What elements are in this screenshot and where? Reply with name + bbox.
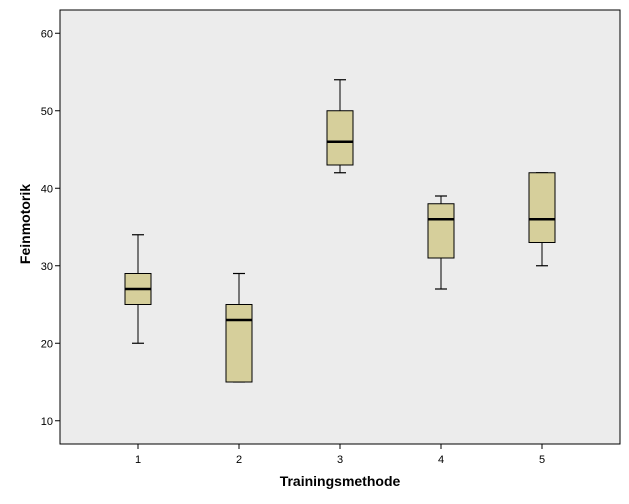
y-tick-label: 10 <box>41 416 53 428</box>
y-tick-label: 30 <box>41 261 53 273</box>
box-5 <box>528 172 556 267</box>
y-axis: 10 20 30 40 50 60 <box>41 28 60 428</box>
x-tick-label: 4 <box>438 454 444 466</box>
y-tick-label: 40 <box>41 183 53 195</box>
x-tick-label: 1 <box>135 454 141 466</box>
box-4 <box>427 195 455 290</box>
y-tick-label: 60 <box>41 28 53 40</box>
box-iqr <box>225 304 253 383</box>
box-3 <box>326 79 354 174</box>
box-iqr <box>427 203 455 259</box>
x-axis-title: Trainingsmethode <box>280 473 401 489</box>
box-1 <box>124 234 152 344</box>
box-group <box>124 79 556 383</box>
x-tick-label: 2 <box>236 454 242 466</box>
x-tick-label: 5 <box>539 454 545 466</box>
box-2 <box>225 272 253 383</box>
y-tick-label: 50 <box>41 106 53 118</box>
y-tick-label: 20 <box>41 338 53 350</box>
y-axis-title: Feinmotorik <box>17 184 33 264</box>
box-iqr <box>326 110 354 166</box>
x-axis: 1 2 3 4 5 <box>135 444 545 466</box>
box-iqr <box>528 172 556 243</box>
x-tick-label: 3 <box>337 454 343 466</box>
